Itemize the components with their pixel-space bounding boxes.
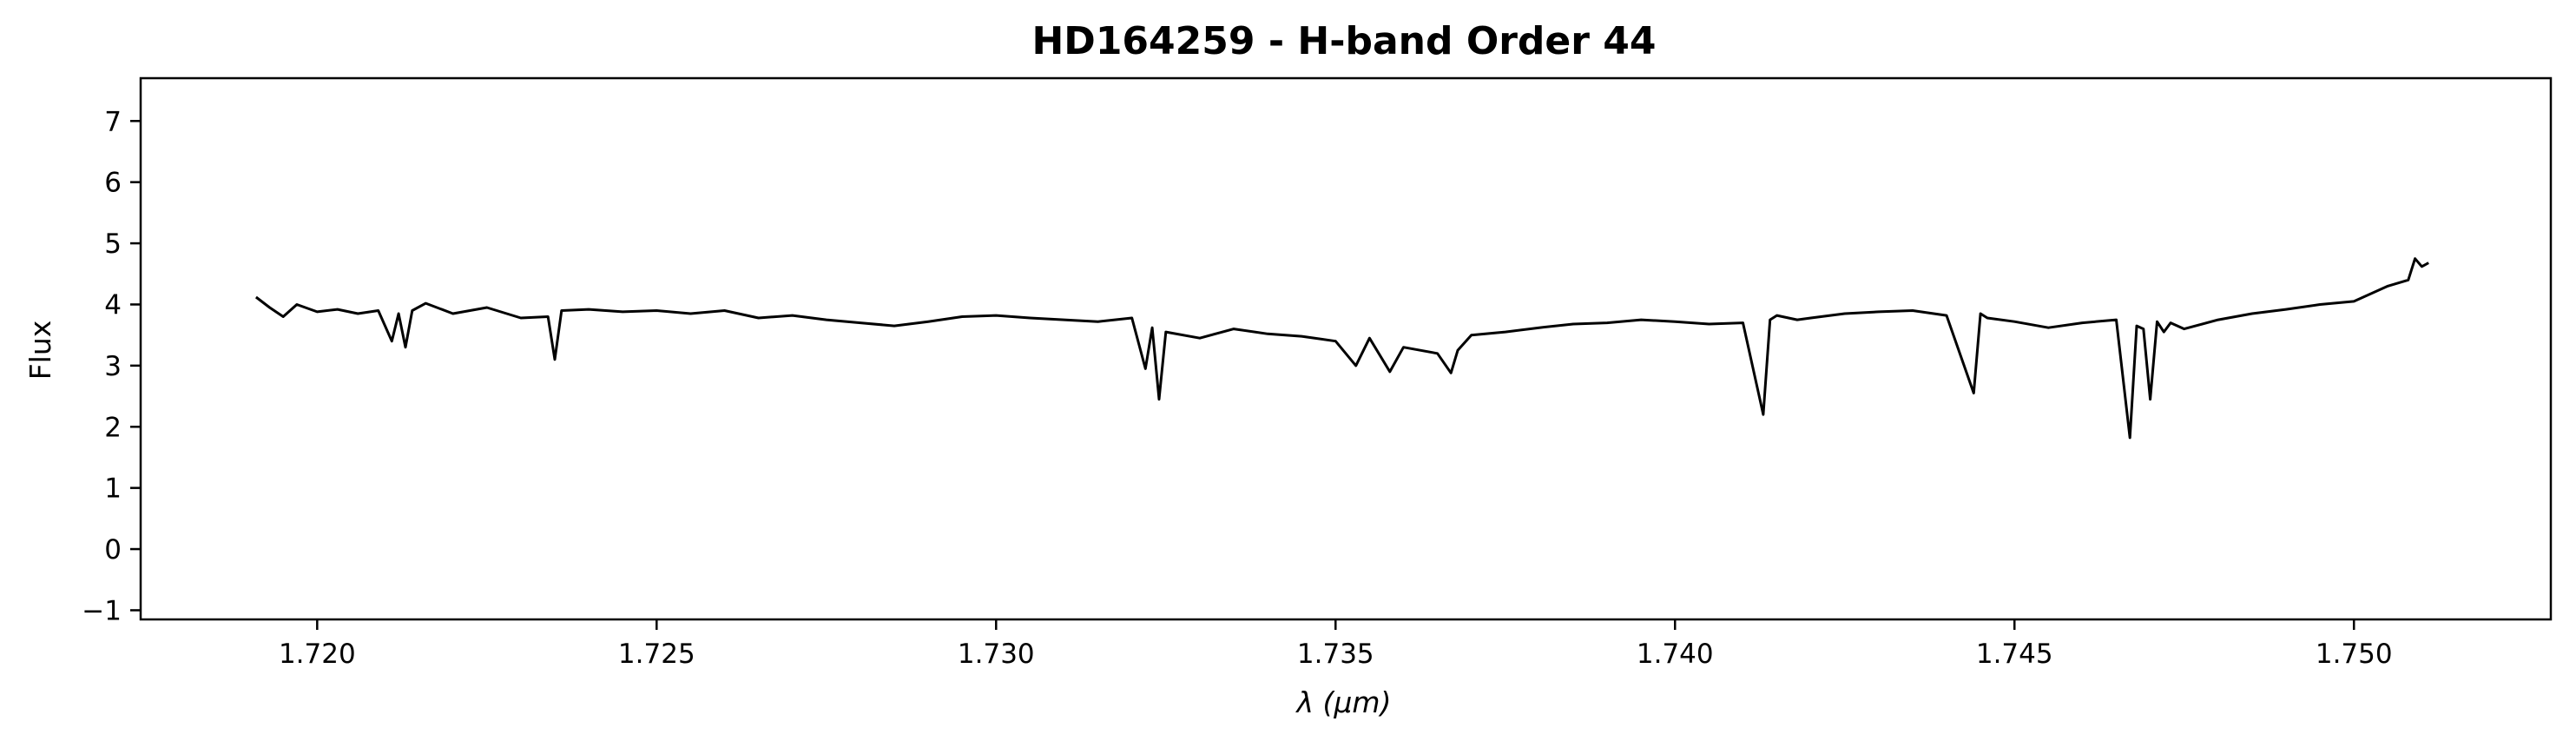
y-axis-label: Flux: [23, 321, 57, 381]
y-tick-label: 6: [104, 168, 122, 199]
y-tick-label: −1: [82, 595, 122, 626]
y-tick-label: 0: [104, 534, 122, 566]
y-tick-label: 5: [104, 228, 122, 260]
x-tick-label: 1.720: [279, 639, 356, 670]
x-tick-label: 1.735: [1297, 639, 1374, 670]
y-tick-label: 7: [104, 106, 122, 137]
y-axis-ticks: −1 0 1 2 3 4 5 6 7: [82, 106, 141, 626]
x-axis-label: λ (μm): [1295, 685, 1392, 719]
x-tick-label: 1.750: [2316, 639, 2393, 670]
y-tick-label: 3: [104, 351, 122, 382]
x-tick-label: 1.730: [958, 639, 1035, 670]
y-tick-label: 2: [104, 412, 122, 443]
x-tick-label: 1.725: [618, 639, 695, 670]
chart-title: HD164259 - H-band Order 44: [1031, 19, 1656, 63]
y-tick-label: 4: [104, 289, 122, 321]
x-tick-label: 1.745: [1976, 639, 2053, 670]
plot-area: [139, 76, 2553, 621]
axes-frame: [139, 76, 2553, 621]
x-axis-ticks: 1.720 1.725 1.730 1.735 1.740 1.745 1.750: [279, 619, 2393, 670]
y-tick-label: 1: [104, 473, 122, 505]
spectrum-series-line: [254, 257, 2429, 440]
x-tick-label: 1.740: [1637, 639, 1714, 670]
